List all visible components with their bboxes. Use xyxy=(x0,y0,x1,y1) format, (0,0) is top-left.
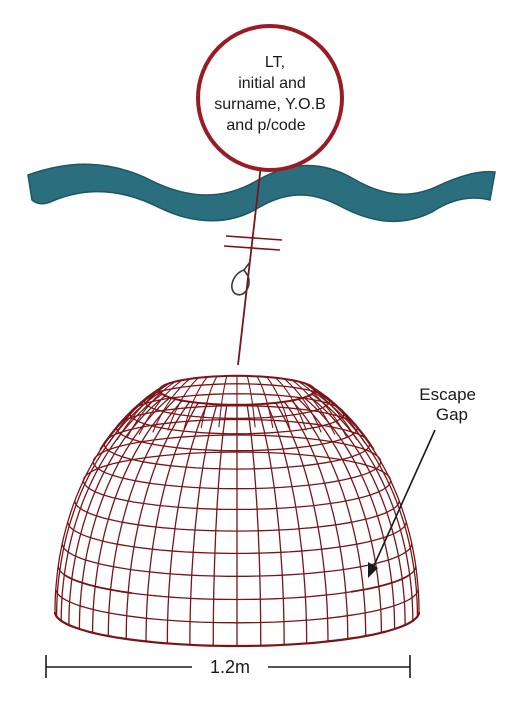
net-meridian xyxy=(212,404,228,646)
net-meridian-back xyxy=(102,386,163,447)
net-meridian xyxy=(55,391,161,617)
net-meridian-back xyxy=(167,377,199,431)
rope-clip xyxy=(231,261,251,296)
net-meridian-back xyxy=(138,379,183,435)
net-meridian-back xyxy=(218,375,228,428)
net-meridian-back xyxy=(108,384,166,444)
net-meridian xyxy=(256,404,285,645)
net-meridian-back xyxy=(246,375,256,428)
escape-gap-label-line-2: Gap xyxy=(436,405,468,424)
float-label-line-4: and p/code xyxy=(226,117,305,134)
float-buoy xyxy=(196,24,344,172)
net-meridian-back xyxy=(266,376,291,430)
net-meridian-back xyxy=(126,381,176,438)
net-meridian xyxy=(166,403,208,644)
float-rope xyxy=(237,164,262,366)
net-meridian xyxy=(314,389,420,613)
net-meridian xyxy=(189,404,218,645)
escape-gap-panel xyxy=(350,573,411,593)
net-meridian xyxy=(145,402,199,642)
net-meridian-back xyxy=(303,382,358,441)
net-meridian-back xyxy=(313,387,375,450)
float-label-line-3: surname, Y.O.B xyxy=(214,96,325,113)
net-meridian xyxy=(275,402,329,642)
escape-gap-arrow-line xyxy=(371,429,436,571)
net-meridian-back xyxy=(275,377,307,431)
net-meridian xyxy=(266,403,308,644)
net-meridian xyxy=(91,398,176,633)
rope-clamp xyxy=(223,235,283,251)
net-meridian xyxy=(54,389,160,613)
net-meridian-back xyxy=(183,376,208,430)
net-meridian xyxy=(283,401,349,640)
dome-net-pot xyxy=(53,374,421,648)
net-meridian-back xyxy=(116,382,171,441)
net-meridian-back xyxy=(283,378,322,433)
float-label-line-1: LT, xyxy=(265,54,285,71)
net-meridian-back xyxy=(298,381,348,438)
net-meridian xyxy=(298,398,383,633)
water-surface xyxy=(27,163,496,223)
dimension-line xyxy=(45,655,411,678)
net-meridian-back xyxy=(200,376,218,429)
net-meridian-back xyxy=(256,376,274,429)
net-meridian xyxy=(313,391,419,617)
dimension-label: 1.2m xyxy=(210,657,250,677)
net-meridian-back xyxy=(291,379,336,435)
escape-gap-arrow-head xyxy=(368,562,378,578)
net-meridian xyxy=(246,404,262,646)
escape-gap-label-line-1: Escape xyxy=(419,385,476,404)
float-label-line-2: initial and xyxy=(238,75,306,92)
net-meridian-back xyxy=(152,378,191,433)
escape-gap-panel xyxy=(63,573,133,594)
